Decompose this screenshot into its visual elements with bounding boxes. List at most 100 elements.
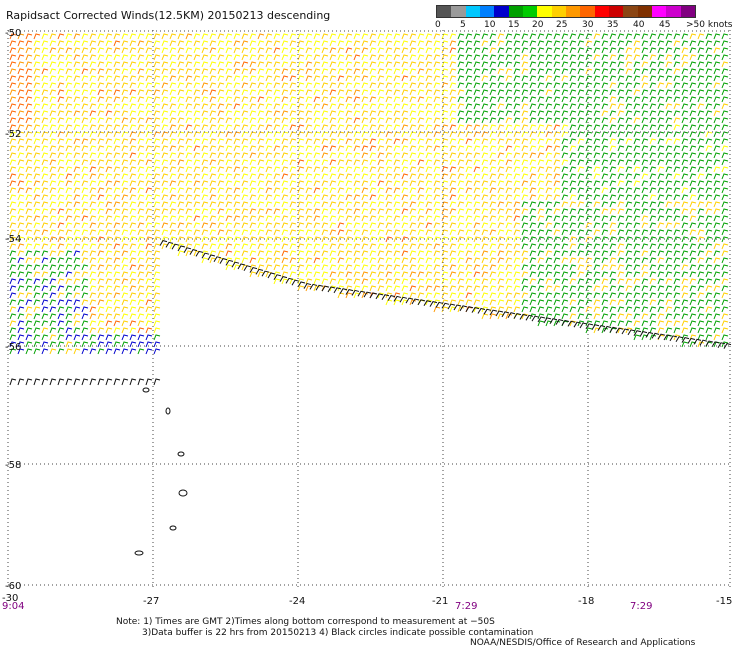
wind-barb — [209, 208, 217, 215]
wind-barb — [529, 180, 537, 187]
wind-barb — [385, 166, 393, 173]
wind-barb — [177, 96, 185, 103]
wind-barb — [657, 250, 665, 257]
wind-barb — [577, 131, 585, 138]
wind-barb — [689, 131, 697, 138]
wind-barb — [9, 180, 17, 187]
wind-barb — [529, 313, 537, 320]
wind-barb — [33, 131, 41, 138]
wind-barb — [145, 166, 153, 173]
wind-barb — [433, 96, 441, 103]
wind-barb — [25, 243, 33, 250]
wind-barb — [233, 243, 241, 250]
wind-barb — [545, 166, 553, 173]
wind-barb — [489, 187, 497, 194]
wind-barb — [361, 180, 369, 187]
wind-barb — [681, 334, 689, 341]
wind-barb — [657, 278, 665, 285]
wind-barb — [89, 47, 97, 54]
wind-barb — [617, 236, 625, 243]
wind-barb — [145, 82, 153, 89]
wind-barb — [369, 110, 377, 117]
wind-barb — [201, 145, 209, 152]
wind-barb — [569, 194, 577, 201]
wind-barb — [17, 201, 25, 208]
wind-barb — [209, 131, 217, 138]
wind-barb — [473, 138, 481, 145]
wind-barb — [689, 110, 697, 117]
wind-barb — [177, 201, 185, 208]
wind-barb — [545, 285, 553, 292]
wind-barb — [633, 47, 641, 54]
wind-barb — [49, 82, 57, 89]
wind-barb — [17, 278, 25, 285]
wind-barb — [425, 103, 433, 110]
wind-barb — [17, 75, 25, 82]
wind-barb — [193, 40, 201, 47]
wind-barb — [97, 68, 105, 75]
wind-barb — [9, 82, 17, 89]
wind-barb — [377, 117, 385, 124]
wind-barb — [129, 33, 137, 40]
wind-barb — [281, 201, 289, 208]
wind-barb — [721, 334, 729, 341]
wind-barb — [25, 145, 33, 152]
wind-barb — [145, 243, 153, 250]
wind-barb — [689, 117, 697, 124]
wind-barb — [649, 180, 657, 187]
wind-barb — [169, 138, 177, 145]
wind-barb — [201, 54, 209, 61]
wind-barb — [609, 33, 617, 40]
wind-barb — [673, 138, 681, 145]
wind-barb — [225, 131, 233, 138]
wind-barb — [105, 313, 113, 320]
wind-barb — [417, 264, 425, 271]
wind-barb — [185, 215, 193, 222]
wind-barb — [377, 194, 385, 201]
wind-barb — [281, 103, 289, 110]
wind-barb — [153, 208, 161, 215]
wind-barb — [513, 285, 521, 292]
wind-barb — [89, 89, 97, 96]
wind-barb — [609, 124, 617, 131]
wind-barb — [369, 250, 377, 257]
wind-barb — [681, 82, 689, 89]
wind-barb — [9, 320, 17, 327]
wind-barb — [89, 229, 97, 236]
wind-barb — [441, 278, 449, 285]
wind-barb — [25, 103, 33, 110]
wind-barb — [673, 124, 681, 131]
wind-barb — [25, 187, 33, 194]
wind-barb — [657, 222, 665, 229]
wind-barb — [393, 152, 401, 159]
wind-barb — [569, 250, 577, 257]
wind-barb — [113, 82, 121, 89]
wind-barb — [33, 285, 41, 292]
wind-barb — [417, 278, 425, 285]
wind-barb — [529, 103, 537, 110]
wind-barb — [153, 54, 161, 61]
wind-barb — [689, 138, 697, 145]
wind-barb — [433, 292, 441, 299]
wind-barb — [361, 47, 369, 54]
wind-barb — [233, 82, 241, 89]
wind-barb — [681, 243, 689, 250]
wind-barb — [649, 124, 657, 131]
wind-barb — [543, 317, 552, 324]
wind-barb — [657, 61, 665, 68]
wind-barb — [609, 250, 617, 257]
wind-barb — [441, 47, 449, 54]
wind-barb — [81, 341, 89, 348]
wind-barb — [649, 166, 657, 173]
wind-barb — [361, 271, 369, 278]
wind-barb — [353, 271, 361, 278]
colorbar-label: 35 — [607, 20, 619, 30]
wind-barb — [601, 292, 609, 299]
wind-barb — [217, 61, 225, 68]
wind-barb — [249, 103, 257, 110]
wind-barb — [601, 264, 609, 271]
wind-barb — [449, 47, 457, 54]
wind-barb — [169, 222, 177, 229]
wind-barb — [537, 313, 545, 320]
wind-barb — [73, 313, 81, 320]
